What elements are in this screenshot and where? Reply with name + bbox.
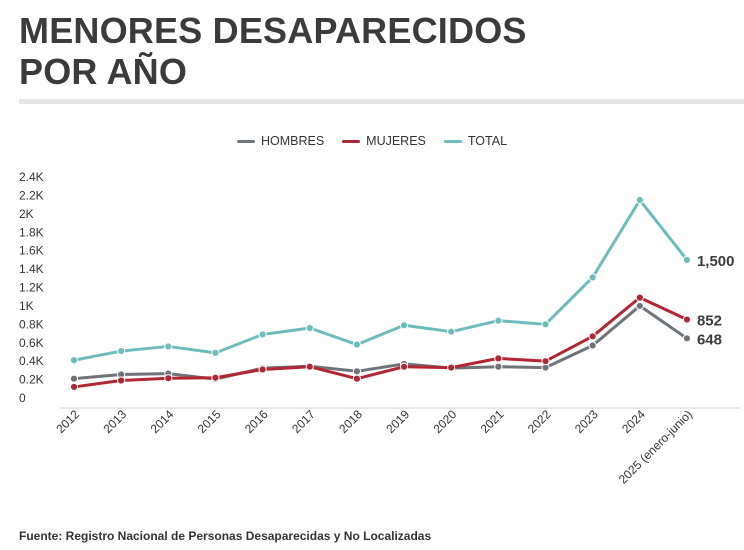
x-tick-label: 2024	[619, 407, 648, 436]
y-tick-label: 2.2K	[19, 188, 44, 202]
data-point-total	[399, 321, 409, 330]
legend-item-hombres[interactable]: HOMBRES	[236, 134, 325, 148]
y-tick-label: 2.4K	[19, 170, 44, 184]
y-tick-label: 2K	[19, 207, 34, 221]
chart-title-line-2: POR AÑO	[19, 51, 188, 92]
legend-swatch-hombres	[236, 139, 255, 143]
x-tick-label: 2017	[289, 407, 318, 436]
data-point-mujeres	[541, 357, 550, 366]
y-tick-label: 1K	[19, 299, 34, 313]
legend-label-mujeres: MUJERES	[366, 134, 426, 148]
data-point-hombres	[588, 341, 597, 350]
x-tick-label: 2021	[478, 407, 507, 436]
legend-swatch-mujeres	[342, 139, 361, 143]
x-tick-label: 2012	[53, 407, 82, 436]
data-point-hombres	[352, 367, 361, 376]
data-point-hombres	[682, 334, 692, 343]
end-label-total: 1,500	[697, 253, 735, 270]
y-tick-label: 0.2K	[19, 373, 44, 387]
data-point-total	[164, 342, 173, 351]
data-point-mujeres	[352, 374, 361, 383]
y-tick-label: 1.2K	[19, 281, 44, 295]
legend-label-hombres: HOMBRES	[260, 134, 325, 148]
legend-item-mujeres[interactable]: MUJERES	[342, 134, 426, 148]
x-tick-label: 2019	[383, 407, 412, 436]
data-point-total	[211, 348, 220, 357]
legend-swatch-total	[443, 139, 462, 143]
x-tick-label: 2015	[195, 407, 224, 436]
data-point-total	[682, 255, 692, 264]
title-divider	[19, 99, 744, 104]
data-point-mujeres	[258, 365, 267, 374]
data-point-mujeres	[399, 362, 409, 371]
y-tick-label: 0	[19, 391, 26, 405]
data-point-mujeres	[69, 382, 79, 392]
chart-legend: HOMBRES MUJERES TOTAL	[0, 134, 744, 148]
data-point-mujeres	[635, 293, 644, 302]
data-point-mujeres	[588, 332, 597, 341]
x-tick-label: 2016	[242, 407, 271, 436]
data-point-mujeres	[494, 354, 503, 363]
legend-item-total[interactable]: TOTAL	[443, 134, 508, 148]
data-point-total	[635, 195, 644, 205]
legend-label-total: TOTAL	[467, 134, 508, 148]
x-tick-label: 2023	[572, 407, 601, 436]
data-point-total	[447, 327, 456, 336]
series-line-total	[72, 198, 689, 362]
x-tick-label: 2022	[525, 407, 554, 436]
data-point-hombres	[635, 301, 644, 311]
data-point-total	[494, 316, 503, 325]
data-point-mujeres	[164, 374, 173, 383]
data-point-total	[117, 346, 126, 356]
x-tick-label: 2014	[148, 407, 177, 436]
y-tick-label: 0.4K	[19, 354, 44, 368]
data-point-total	[258, 330, 267, 339]
y-tick-label: 0.8K	[19, 317, 44, 331]
chart-title: MENORES DESAPARECIDOS POR AÑO	[19, 10, 527, 92]
data-point-total	[305, 323, 314, 333]
data-point-mujeres	[305, 362, 314, 371]
x-tick-label: 2020	[431, 407, 460, 436]
data-point-hombres	[69, 374, 79, 383]
data-point-hombres	[494, 362, 503, 371]
data-point-mujeres	[682, 315, 692, 324]
data-point-total	[541, 320, 550, 329]
source-note: Fuente: Registro Nacional de Personas De…	[19, 529, 432, 543]
x-tick-label: 2013	[100, 407, 129, 436]
series-line-mujeres	[72, 296, 689, 389]
y-tick-label: 1.4K	[19, 262, 44, 276]
x-tick-label: 2018	[336, 407, 365, 436]
y-tick-label: 1.8K	[19, 225, 44, 239]
y-tick-label: 0.6K	[19, 336, 44, 350]
series-line-hombres	[72, 304, 689, 381]
end-label-hombres: 648	[697, 331, 722, 348]
data-point-mujeres	[447, 363, 456, 372]
y-tick-label: 1.6K	[19, 244, 44, 258]
data-point-mujeres	[211, 373, 220, 382]
data-point-mujeres	[117, 376, 126, 385]
data-point-total	[69, 356, 79, 365]
data-point-total	[588, 273, 597, 282]
chart-title-line-1: MENORES DESAPARECIDOS	[19, 10, 527, 51]
data-point-total	[352, 340, 361, 349]
end-label-mujeres: 852	[697, 313, 722, 330]
